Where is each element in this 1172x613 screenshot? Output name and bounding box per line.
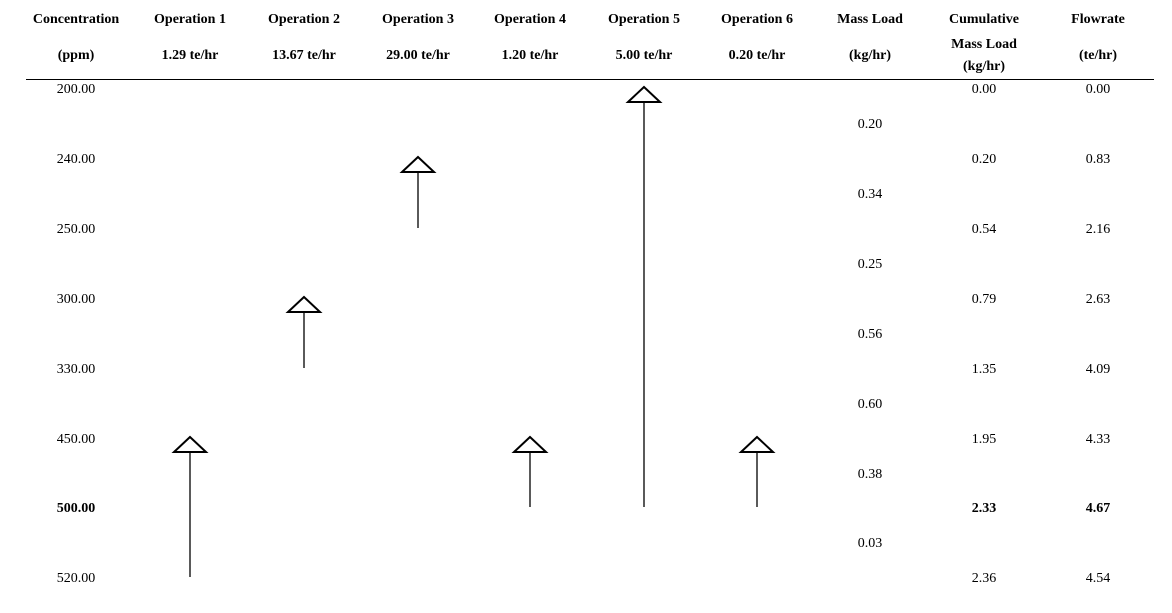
cumulative-mass-load-value: 0.54 [971,222,997,237]
header-label: Mass Load [951,37,1017,52]
concentration-value: 200.00 [56,82,96,97]
operation-arrow [285,295,323,368]
flowrate-value: 4.54 [1085,571,1111,586]
cumulative-mass-load-value: 0.79 [971,292,997,307]
header-unit: 0.20 te/hr [728,48,786,63]
header-unit: 1.20 te/hr [501,48,559,63]
cumulative-mass-load-value: 1.95 [971,432,997,447]
header-unit: 5.00 te/hr [615,48,673,63]
concentration-value: 300.00 [56,292,96,307]
flowrate-value: 0.83 [1085,152,1111,167]
arrow-head [511,435,549,453]
concentration-value: 500.00 [56,501,96,516]
header-label: Operation 6 [721,12,793,27]
header-label: Flowrate [1071,12,1125,27]
header-label: Mass Load [837,12,903,27]
cumulative-mass-load-value: 0.00 [971,82,997,97]
interval-mass-load-value: 0.60 [857,397,883,412]
cumulative-mass-load-value: 2.36 [971,571,997,586]
header-label: Cumulative [949,12,1019,27]
interval-mass-load-value: 0.03 [857,536,883,551]
header-label: Operation 2 [268,12,340,27]
arrow-head [399,155,437,173]
flowrate-value: 4.33 [1085,432,1111,447]
header-label: Operation 5 [608,12,680,27]
cumulative-mass-load-value: 1.35 [971,362,997,377]
header-label: Operation 3 [382,12,454,27]
operation-arrow [399,155,437,228]
concentration-value: 240.00 [56,152,96,167]
concentration-value: 250.00 [56,222,96,237]
interval-mass-load-value: 0.56 [857,327,883,342]
operation-arrow [171,435,209,577]
operation-arrow [625,85,663,507]
arrow-head [285,295,323,313]
concentration-value: 330.00 [56,362,96,377]
interval-mass-load-value: 0.25 [857,257,883,272]
header-unit: (ppm) [57,48,95,63]
cumulative-mass-load-value: 0.20 [971,152,997,167]
interval-mass-load-value: 0.34 [857,187,883,202]
flowrate-value: 2.16 [1085,222,1111,237]
header-label: Operation 1 [154,12,226,27]
concentration-value: 450.00 [56,432,96,447]
header-unit: 29.00 te/hr [386,48,450,63]
operation-arrow [511,435,549,507]
flowrate-value: 2.63 [1085,292,1111,307]
operation-arrow [738,435,776,507]
header-unit: 1.29 te/hr [161,48,219,63]
cumulative-mass-load-value: 2.33 [971,501,997,516]
header-unit: 13.67 te/hr [272,48,336,63]
flowrate-value: 0.00 [1085,82,1111,97]
header-label: Operation 4 [494,12,566,27]
arrow-head [171,435,209,453]
header-divider [26,79,1154,80]
concentration-value: 520.00 [56,571,96,586]
arrow-head [738,435,776,453]
interval-mass-load-value: 0.38 [857,466,883,482]
header-unit: (kg/hr) [963,59,1005,74]
flowrate-value: 4.09 [1085,362,1111,377]
interval-mass-load-value: 0.20 [857,117,883,132]
header-unit: (te/hr) [1078,48,1118,63]
arrow-head [625,85,663,103]
flowrate-value: 4.67 [1085,501,1111,516]
header-unit: (kg/hr) [849,48,891,63]
header-label: Concentration [32,12,120,27]
